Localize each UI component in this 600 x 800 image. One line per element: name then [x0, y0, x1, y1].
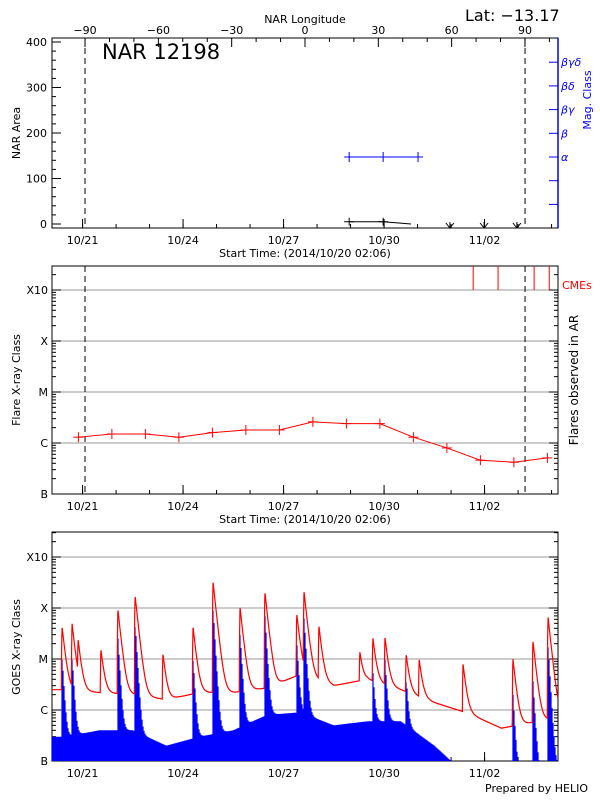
x-tick-label: 10/27: [268, 500, 300, 513]
x-tick-label: 10/21: [67, 767, 99, 780]
lon-tick-label: −30: [220, 24, 243, 37]
x-tick-label: 11/02: [469, 767, 501, 780]
cme-label: CMEs: [562, 279, 592, 292]
down-arrow-icon: [512, 222, 522, 229]
y-tick-label: 100: [26, 173, 47, 186]
lon-tick-label: −60: [147, 24, 170, 37]
y-tick-label: M: [39, 386, 49, 399]
x-tick-label: 10/24: [167, 500, 199, 513]
goes-short-channel-series: [51, 610, 558, 761]
y-tick-label: C: [40, 704, 48, 717]
y-tick-label: X: [40, 335, 48, 348]
x-tick-label: 10/27: [268, 234, 300, 247]
flares-observed-axis-title: Flares observed in AR: [567, 315, 581, 445]
lon-tick-label: 0: [302, 24, 309, 37]
latitude-label: Lat: −13.17: [465, 6, 560, 25]
x-tick-label: 10/21: [67, 234, 99, 247]
mag-class-label: β: [560, 127, 568, 140]
flare-axis-title: Flare X-ray Class: [10, 334, 23, 426]
panel2-frame: [51, 265, 559, 495]
lon-tick-label: 60: [445, 24, 459, 37]
y-tick-label: C: [40, 437, 48, 450]
x-tick-label: 10/30: [368, 234, 400, 247]
mag-class-label: βγ: [560, 104, 575, 117]
panel1-frame: [51, 37, 559, 229]
mag-class-label: βδ: [560, 80, 575, 93]
y-tick-label: M: [39, 653, 49, 666]
x-tick-label: 10/30: [368, 500, 400, 513]
y-tick-label: 400: [26, 36, 47, 49]
x-tick-label: 10/30: [368, 767, 400, 780]
lon-tick-label: 30: [371, 24, 385, 37]
credit-label: Prepared by HELIO: [485, 782, 588, 795]
x-tick-label: 11/02: [469, 234, 501, 247]
y-tick-label: 300: [26, 82, 47, 95]
y-tick-label: B: [40, 755, 48, 768]
goes-axis-title: GOES X-ray Class: [10, 599, 23, 695]
x-tick-label: 10/24: [167, 234, 199, 247]
y-tick-label: 0: [40, 218, 47, 231]
goes-long-channel-series: [52, 582, 559, 729]
x-tick-label: 10/27: [268, 767, 300, 780]
down-arrow-icon: [479, 222, 489, 229]
area-axis-title: NAR Area: [10, 107, 23, 159]
x-tick-label: 11/02: [469, 500, 501, 513]
mag-class-label: βγδ: [560, 56, 582, 69]
lon-tick-label: −90: [73, 24, 96, 37]
y-tick-label: B: [40, 488, 48, 501]
x-tick-label: 10/24: [167, 767, 199, 780]
down-arrow-icon: [445, 222, 455, 229]
mag-class-label: α: [561, 151, 569, 164]
longitude-axis-title: NAR Longitude: [264, 13, 346, 26]
panel1-xlabel: Start Time: (2014/10/20 02:06): [219, 247, 391, 260]
y-tick-label: X: [40, 602, 48, 615]
y-tick-label: X10: [26, 284, 48, 297]
lon-tick-label: 90: [518, 24, 532, 37]
x-tick-label: 10/21: [67, 500, 99, 513]
y-tick-label: 200: [26, 127, 47, 140]
flare-series: [78, 421, 548, 463]
panel2-xlabel: Start Time: (2014/10/20 02:06): [219, 513, 391, 526]
chart-title: NAR 12198: [102, 40, 220, 64]
y-tick-label: X10: [26, 551, 48, 564]
mag-class-axis-title: Mag. Class: [581, 70, 594, 129]
